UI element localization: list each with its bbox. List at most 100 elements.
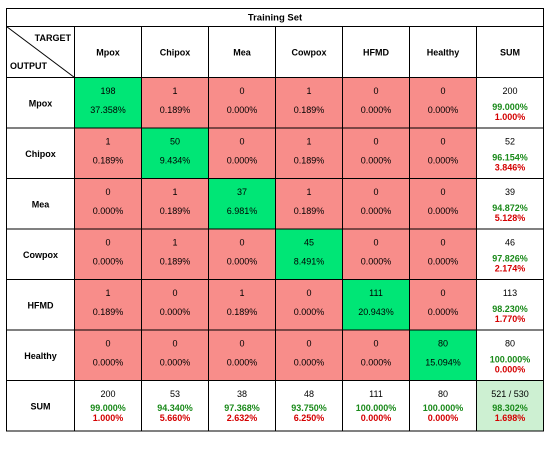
cell-count: 50	[170, 137, 180, 147]
cell-percent: 0.000%	[428, 156, 459, 166]
matrix-cell	[74, 178, 142, 230]
cell-percent: 0.000%	[361, 105, 392, 115]
sum-row-cell	[275, 380, 343, 432]
row-header-label: Mpox	[29, 98, 53, 108]
sum-row-count: 48	[304, 389, 314, 399]
cell-percent: 0.189%	[93, 307, 124, 317]
cell-percent: 0.000%	[361, 358, 392, 368]
confusion-matrix-chart: Training Set TARGET OUTPUT Mpox Chipox Mea Cow…	[6, 8, 544, 432]
matrix-cell	[208, 178, 276, 230]
cell-count: 1	[306, 86, 311, 96]
matrix-cell	[141, 77, 209, 129]
sum-row-cell	[409, 380, 477, 432]
corner-output-label: OUTPUT	[10, 61, 48, 71]
sum-row-recall: 99.000%	[90, 403, 126, 413]
cell-count: 0	[105, 187, 110, 197]
sum-count: 80	[505, 339, 515, 349]
cell-percent: 37.358%	[90, 105, 126, 115]
sum-error: 0.000%	[495, 365, 526, 375]
sum-cell	[476, 178, 544, 230]
matrix-cell	[208, 127, 276, 179]
sum-row-recall: 100.000%	[423, 403, 464, 413]
sum-row-cell	[208, 380, 276, 432]
cell-count: 1	[306, 187, 311, 197]
matrix-cell	[141, 228, 209, 280]
sum-row-count: 200	[100, 389, 115, 399]
matrix-cell	[74, 228, 142, 280]
sum-cell	[476, 228, 544, 280]
cell-percent: 0.000%	[428, 307, 459, 317]
cell-percent: 0.189%	[93, 156, 124, 166]
sum-row-error: 2.632%	[227, 413, 258, 423]
sum-precision: 94.872%	[492, 203, 528, 213]
matrix-cell	[275, 228, 343, 280]
cell-percent: 0.000%	[93, 257, 124, 267]
matrix-cell	[409, 279, 477, 331]
matrix-cell	[141, 329, 209, 381]
column-header-label: Mpox	[96, 48, 120, 58]
cell-percent: 8.491%	[294, 257, 325, 267]
sum-row-count: 111	[369, 389, 383, 399]
sum-count: 46	[505, 238, 515, 248]
sum-row-count: 53	[170, 389, 180, 399]
cell-percent: 0.189%	[294, 105, 325, 115]
cell-percent: 0.000%	[93, 358, 124, 368]
sum-count: 113	[503, 288, 517, 298]
cell-percent: 0.189%	[160, 206, 191, 216]
total-cell	[476, 380, 544, 432]
sum-row-error: 5.660%	[160, 413, 191, 423]
row-header-label: Chipox	[25, 149, 56, 159]
sum-error: 3.846%	[495, 163, 526, 173]
column-header-cell	[476, 26, 544, 78]
cell-percent: 0.000%	[160, 307, 191, 317]
sum-precision: 100.000%	[490, 355, 531, 365]
sum-cell	[476, 279, 544, 331]
row-header-cell	[6, 77, 75, 129]
sum-error: 2.174%	[495, 264, 526, 274]
cell-count: 0	[373, 86, 378, 96]
cell-count: 0	[239, 339, 244, 349]
cell-percent: 0.189%	[227, 307, 258, 317]
sum-error: 1.770%	[495, 314, 526, 324]
sum-row-error: 0.000%	[361, 413, 392, 423]
sum-row-recall: 97.368%	[224, 403, 260, 413]
row-header-cell	[6, 178, 75, 230]
sum-count: 52	[505, 137, 515, 147]
cell-count: 0	[373, 137, 378, 147]
cell-percent: 20.943%	[358, 307, 394, 317]
cell-count: 1	[306, 137, 311, 147]
matrix-cell	[409, 178, 477, 230]
cell-percent: 0.000%	[294, 358, 325, 368]
sum-row-cell	[141, 380, 209, 432]
cell-percent: 0.000%	[361, 206, 392, 216]
cell-percent: 0.000%	[428, 257, 459, 267]
cell-count: 0	[239, 137, 244, 147]
sum-row-count: 80	[438, 389, 448, 399]
column-header-cell	[208, 26, 276, 78]
cell-count: 1	[239, 288, 244, 298]
cell-percent: 0.000%	[361, 257, 392, 267]
cell-count: 0	[172, 339, 177, 349]
cell-count: 80	[438, 339, 448, 349]
matrix-cell	[342, 127, 410, 179]
sum-precision: 98.230%	[492, 304, 528, 314]
sum-count: 39	[505, 187, 515, 197]
corner-diagonal	[6, 26, 75, 78]
column-header-cell	[275, 26, 343, 78]
sum-cell	[476, 127, 544, 179]
cell-count: 0	[172, 288, 177, 298]
cell-count: 1	[172, 238, 177, 248]
cell-percent: 0.000%	[160, 358, 191, 368]
matrix-cell	[208, 279, 276, 331]
cell-percent: 0.189%	[294, 206, 325, 216]
cell-count: 0	[105, 339, 110, 349]
column-header-cell	[342, 26, 410, 78]
cell-percent: 6.981%	[227, 206, 258, 216]
cell-count: 0	[373, 339, 378, 349]
cell-percent: 0.189%	[160, 257, 191, 267]
sum-row-cell	[74, 380, 142, 432]
matrix-cell	[74, 77, 142, 129]
cell-count: 111	[369, 288, 383, 298]
cell-count: 0	[440, 187, 445, 197]
